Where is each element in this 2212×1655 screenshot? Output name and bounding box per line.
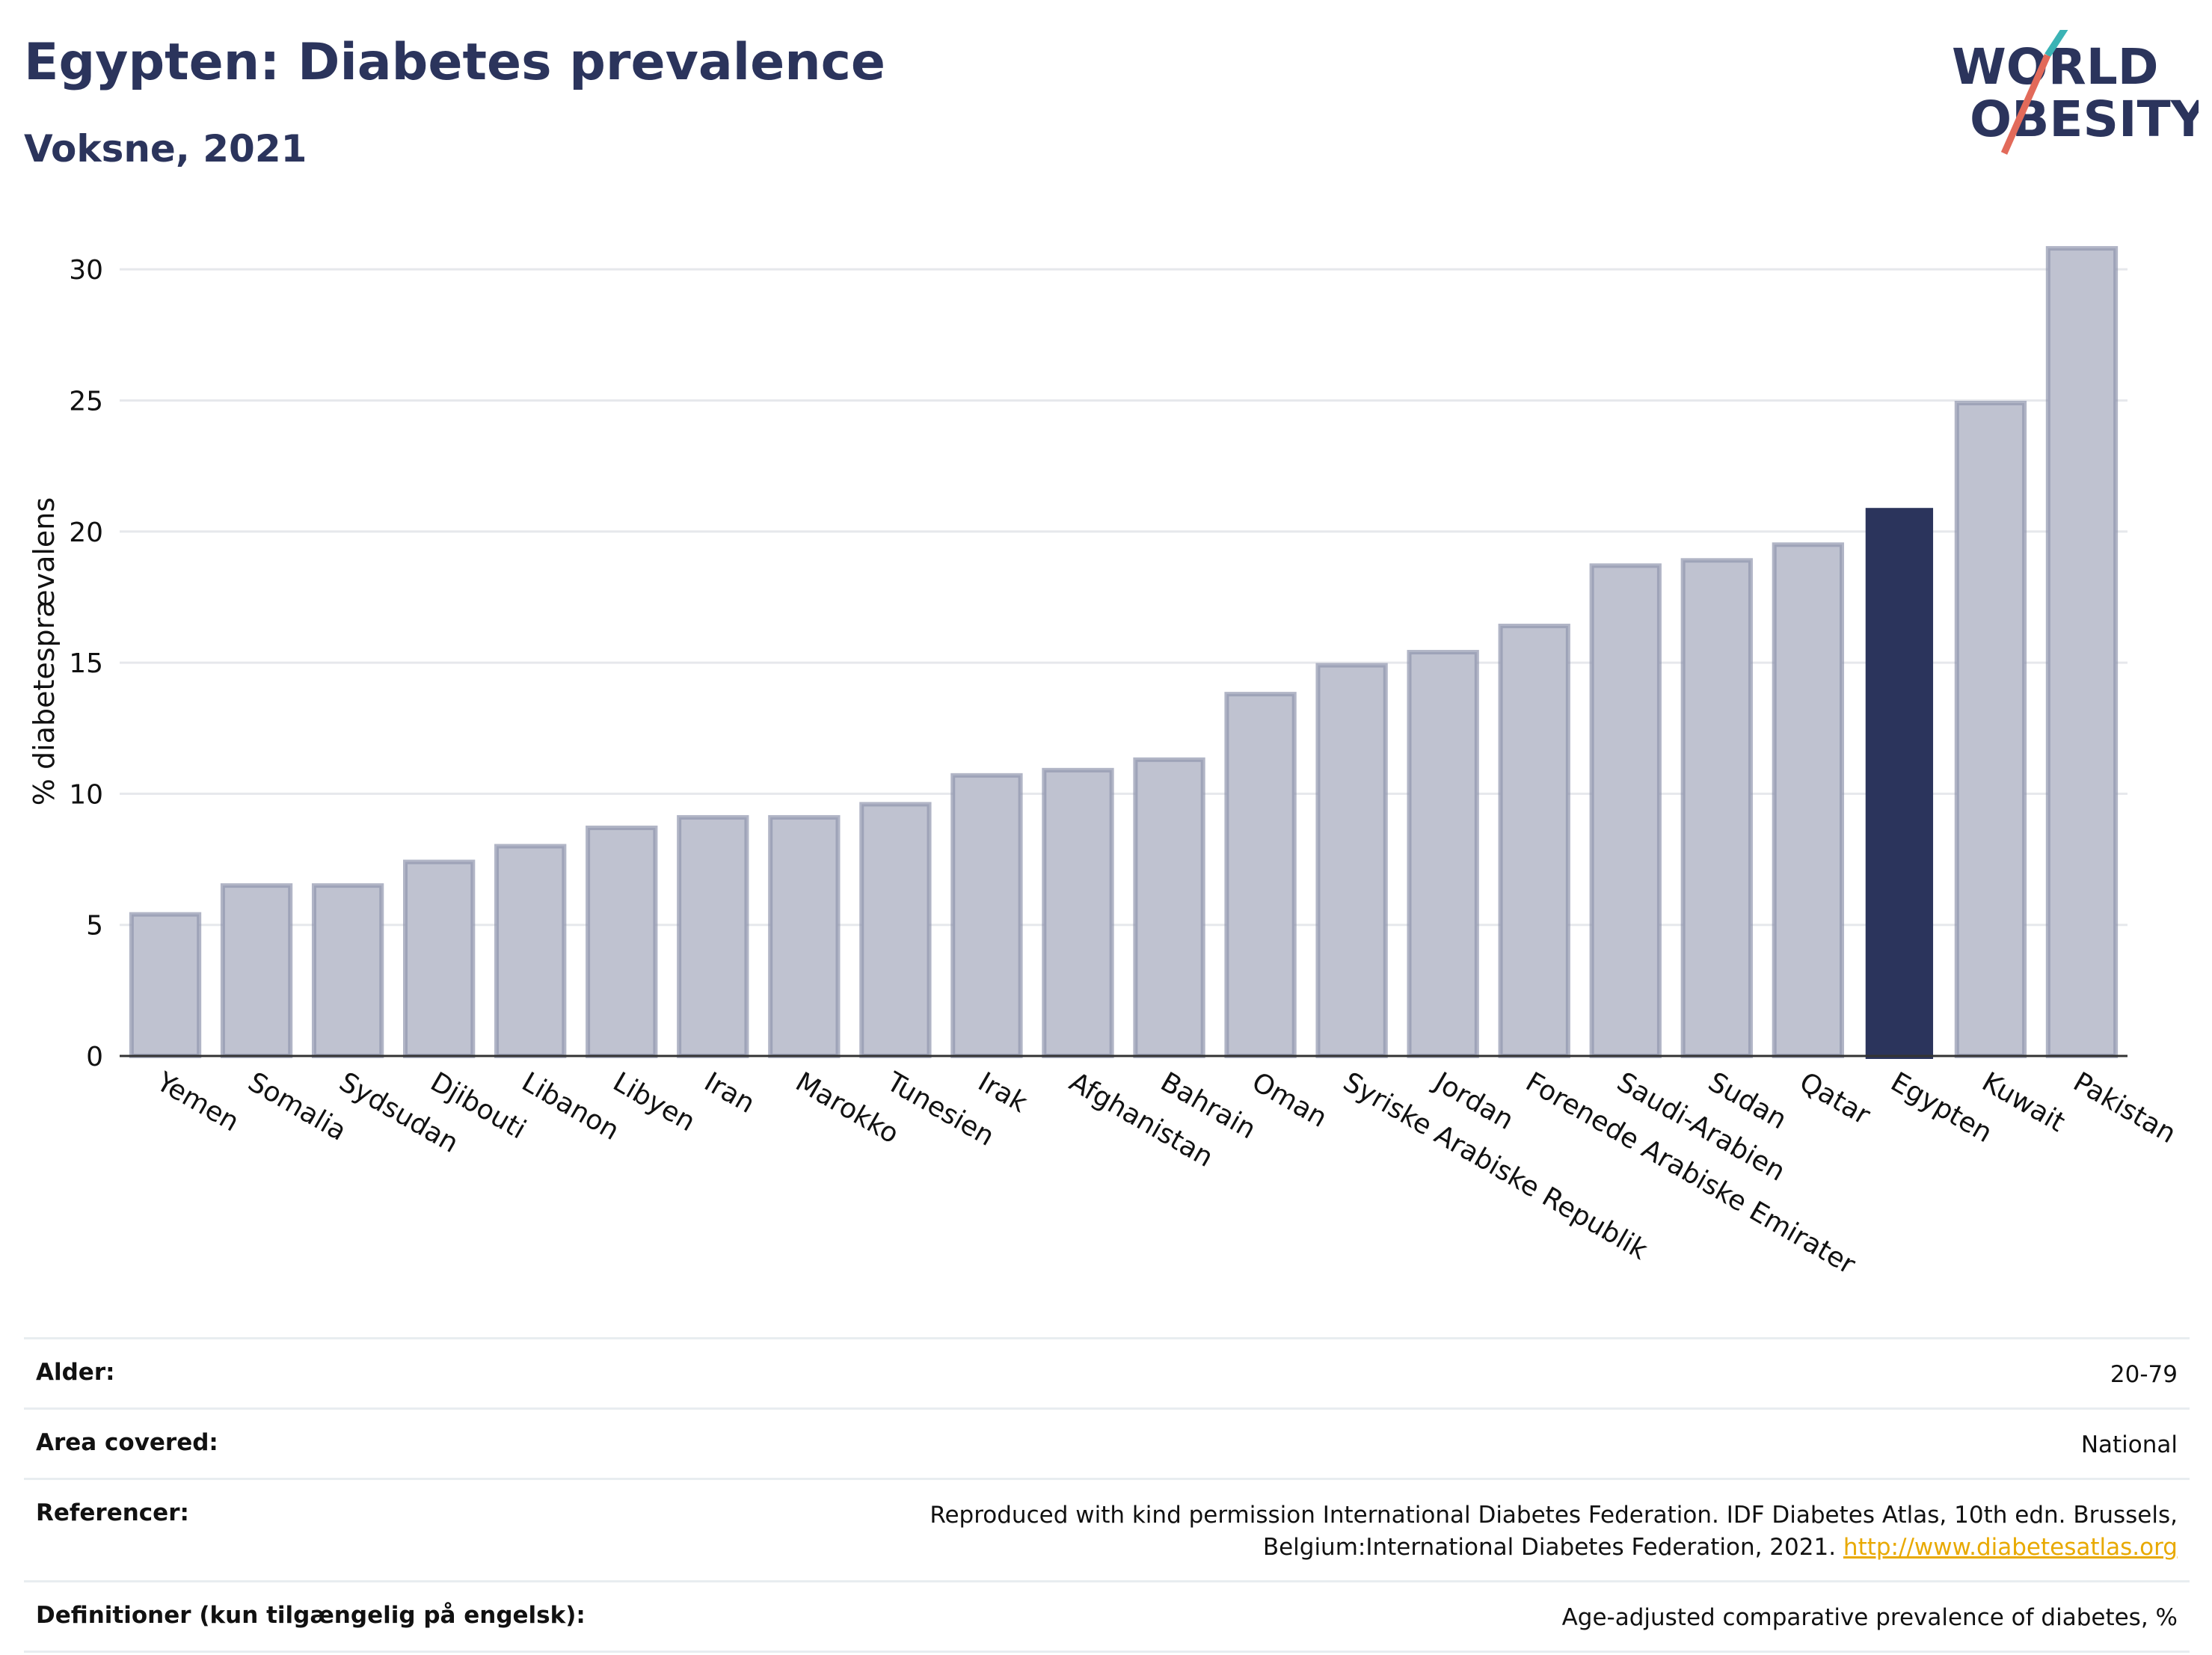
x-tick-label: Libanon [517,1066,624,1146]
logo-slash-red [2000,54,2051,155]
bar-qatar [1772,542,1844,1058]
bar-marokko [768,814,841,1059]
y-tick-label: 25 [69,386,103,417]
info-label: Alder: [36,1359,115,1386]
y-tick-label: 5 [86,911,103,942]
page-title: Egypten: Diabetes prevalence [24,33,886,92]
info-label: Definitioner (kun tilgængelig på engelsk… [36,1602,586,1629]
bar-egypten [1865,508,1934,1059]
y-axis-label: % diabetesprævalens [28,497,61,805]
info-row-age: Alder: 20-79 [24,1339,2190,1410]
x-tick-label: Irak [973,1066,1033,1119]
bar-tunesien [859,802,932,1059]
bar-sydsudan [311,883,384,1058]
bar-sudan [1680,558,1753,1058]
info-label: Area covered: [36,1429,218,1456]
info-row-references: Referencer: Reproduced with kind permiss… [24,1480,2190,1582]
diabetesatlas-link[interactable]: http://www.diabetesatlas.org [1843,1534,2178,1561]
y-tick-label: 20 [69,518,103,548]
logo-slash-teal [2044,30,2068,58]
world-obesity-logo: WORLD OBESITY [1952,30,2199,155]
y-tick-label: 15 [69,648,103,679]
x-tick-label: Pakistan [2068,1066,2181,1149]
page-subtitle: Voksne, 2021 [24,127,307,171]
info-row-area: Area covered: National [24,1410,2190,1480]
info-row-definitions: Definitioner (kun tilgængelig på engelsk… [24,1582,2190,1653]
bar-libyen [586,825,658,1059]
info-label: Referencer: [36,1499,189,1526]
x-tick-label: Somalia [243,1066,351,1147]
x-tick-label: Marokko [790,1066,904,1149]
bar-djibouti [403,859,476,1058]
x-tick-label: Yemen [151,1066,245,1138]
bar-syriske-arabiske-republik [1315,663,1388,1058]
bar-yemen [129,912,202,1058]
reference-text: Reproduced with kind permission Internat… [930,1502,2178,1561]
bar-saudi-arabien [1589,563,1662,1058]
bar-libanon [494,844,567,1058]
bar-somalia [220,883,293,1058]
y-tick-label: 30 [69,255,103,286]
bar-chart: 0 5 10 15 20 25 30 % diabetesprævalens YemenSoma… [28,246,2181,1280]
info-value: Age-adjusted comparative prevalence of d… [1561,1604,2178,1631]
bar-pakistan [2045,246,2119,1059]
info-value: Reproduced with kind permission Internat… [682,1499,2178,1564]
info-value: 20-79 [2110,1361,2178,1388]
bar-bahrain [1133,757,1205,1058]
x-tick-label: Iran [699,1066,760,1120]
y-tick-label: 10 [69,779,103,810]
info-value: National [2080,1431,2178,1458]
y-tick-label: 0 [86,1042,103,1072]
info-table: Alder: 20-79 Area covered: National Refe… [24,1337,2190,1653]
bar-jordan [1407,650,1479,1058]
bar-iran [677,814,749,1059]
x-tick-label: Oman [1247,1066,1332,1134]
bar-forenede-arabiske-emirater [1498,623,1570,1058]
x-tick-label: Egypten [1885,1066,1997,1149]
x-tick-label: Qatar [1794,1066,1875,1131]
bar-kuwait [1954,400,2027,1058]
bar-oman [1224,692,1297,1058]
bar-irak [950,773,1023,1059]
bar-afghanistan [1042,767,1114,1058]
x-tick-label: Libyen [608,1066,701,1137]
